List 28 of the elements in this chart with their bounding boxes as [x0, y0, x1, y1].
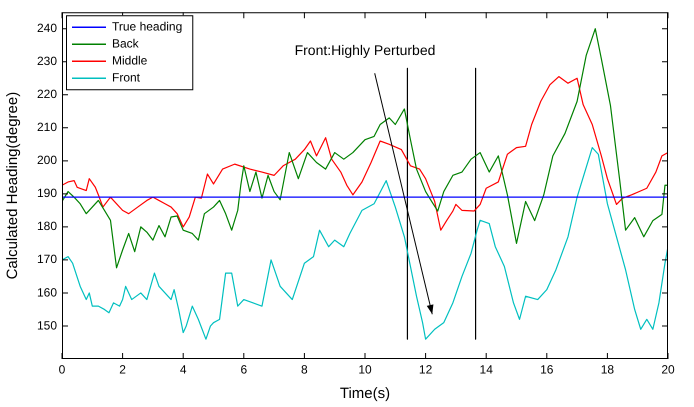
x-tick-label: 14 — [480, 362, 494, 377]
y-tick-label: 230 — [36, 54, 58, 68]
y-tick-label: 160 — [36, 285, 58, 300]
y-tick-label: 170 — [36, 252, 58, 266]
x-tick-label: 8 — [301, 362, 308, 377]
x-tick-label: 12 — [418, 362, 433, 377]
legend-label: Front — [112, 70, 141, 85]
x-tick-label: 4 — [180, 362, 187, 377]
legend-label: Back — [112, 36, 140, 51]
y-tick-label: 180 — [36, 219, 58, 234]
x-tick-label: 20 — [661, 362, 675, 377]
annotation: Front:Highly Perturbed — [294, 42, 436, 58]
x-axis-title: Time(s) — [340, 385, 390, 402]
legend-label: Middle — [112, 54, 148, 68]
y-axis-title: Calculated Heading(degree) — [4, 92, 22, 280]
x-tick-label: 0 — [58, 362, 66, 377]
y-tick-label: 150 — [36, 318, 58, 332]
y-tick-label: 190 — [36, 186, 58, 200]
legend-label: True heading — [112, 20, 182, 34]
x-tick-label: 16 — [540, 362, 554, 377]
x-tick-label: 6 — [240, 362, 248, 377]
x-tick-label: 18 — [600, 362, 614, 377]
x-tick-label: 10 — [358, 362, 372, 377]
y-tick-label: 210 — [36, 120, 58, 134]
y-tick-label: 220 — [36, 87, 58, 102]
y-tick-label: 240 — [36, 21, 58, 36]
y-tick-label: 200 — [36, 153, 58, 168]
x-tick-label: 2 — [119, 362, 126, 377]
